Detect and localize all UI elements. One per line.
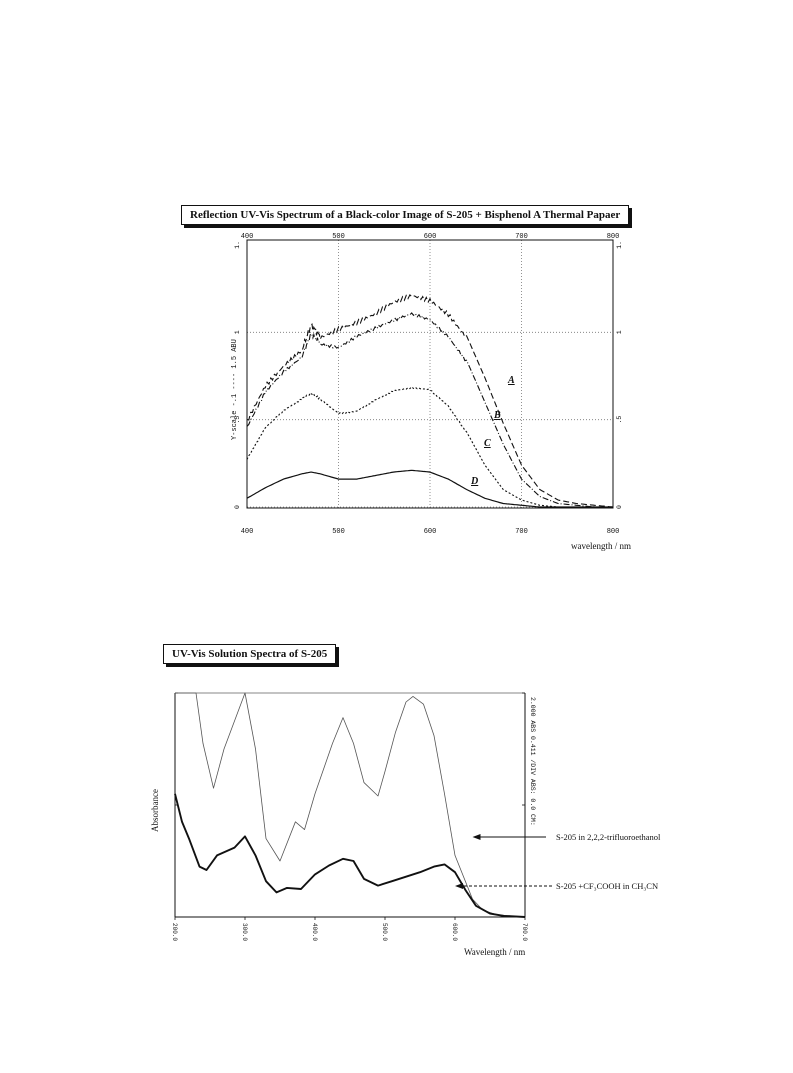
chart2-title: UV-Vis Solution Spectra of S-205 [163, 644, 337, 664]
chart1-ytick-right: .5 [616, 416, 623, 424]
chart1-xlabel: wavelength / nm [571, 541, 631, 551]
chart1-xtick-bottom: 500 [332, 528, 345, 536]
chart1-ytick-left: .5 [234, 416, 241, 424]
chart1-xtick-top: 400 [241, 233, 254, 241]
chart1-ytick-right: 1. [616, 241, 623, 249]
chart1-xtick-top: 500 [332, 233, 345, 241]
chart1-ytick-left: 1 [234, 330, 241, 334]
chart1-ytick-left: 1. [234, 241, 241, 249]
chart1-xtick-bottom: 700 [515, 528, 528, 536]
chart1-curve-label-D: D [470, 476, 478, 487]
chart1-ytick-right: 0 [616, 505, 623, 509]
chart1-xtick-bottom: 600 [424, 528, 437, 536]
chart1-xtick-top: 600 [424, 233, 437, 241]
chart1-series-A [246, 293, 614, 508]
chart1-series-B [246, 312, 613, 508]
chart1-frame [246, 239, 614, 509]
chart1-xtick-bottom: 800 [607, 528, 620, 536]
chart1-ylabel: Y-scale -.1 ---- 1.5 ABU [231, 339, 239, 440]
chart1-curve-label-C: C [484, 438, 491, 449]
chart1-xtick-top: 800 [607, 233, 620, 241]
chart1-series-D [246, 469, 613, 508]
chart1-series-C [246, 386, 613, 508]
chart1-ytick-right: 1 [616, 330, 623, 334]
chart1-ytick-left: 0 [234, 505, 241, 509]
chart1-curve-label-A: A [507, 375, 515, 386]
chart1-title: Reflection UV-Vis Spectrum of a Black-co… [181, 205, 630, 225]
chart1-xtick-bottom: 400 [241, 528, 254, 536]
chart1-xtick-top: 700 [515, 233, 528, 241]
chart1-curve-label-B: B [493, 410, 501, 421]
